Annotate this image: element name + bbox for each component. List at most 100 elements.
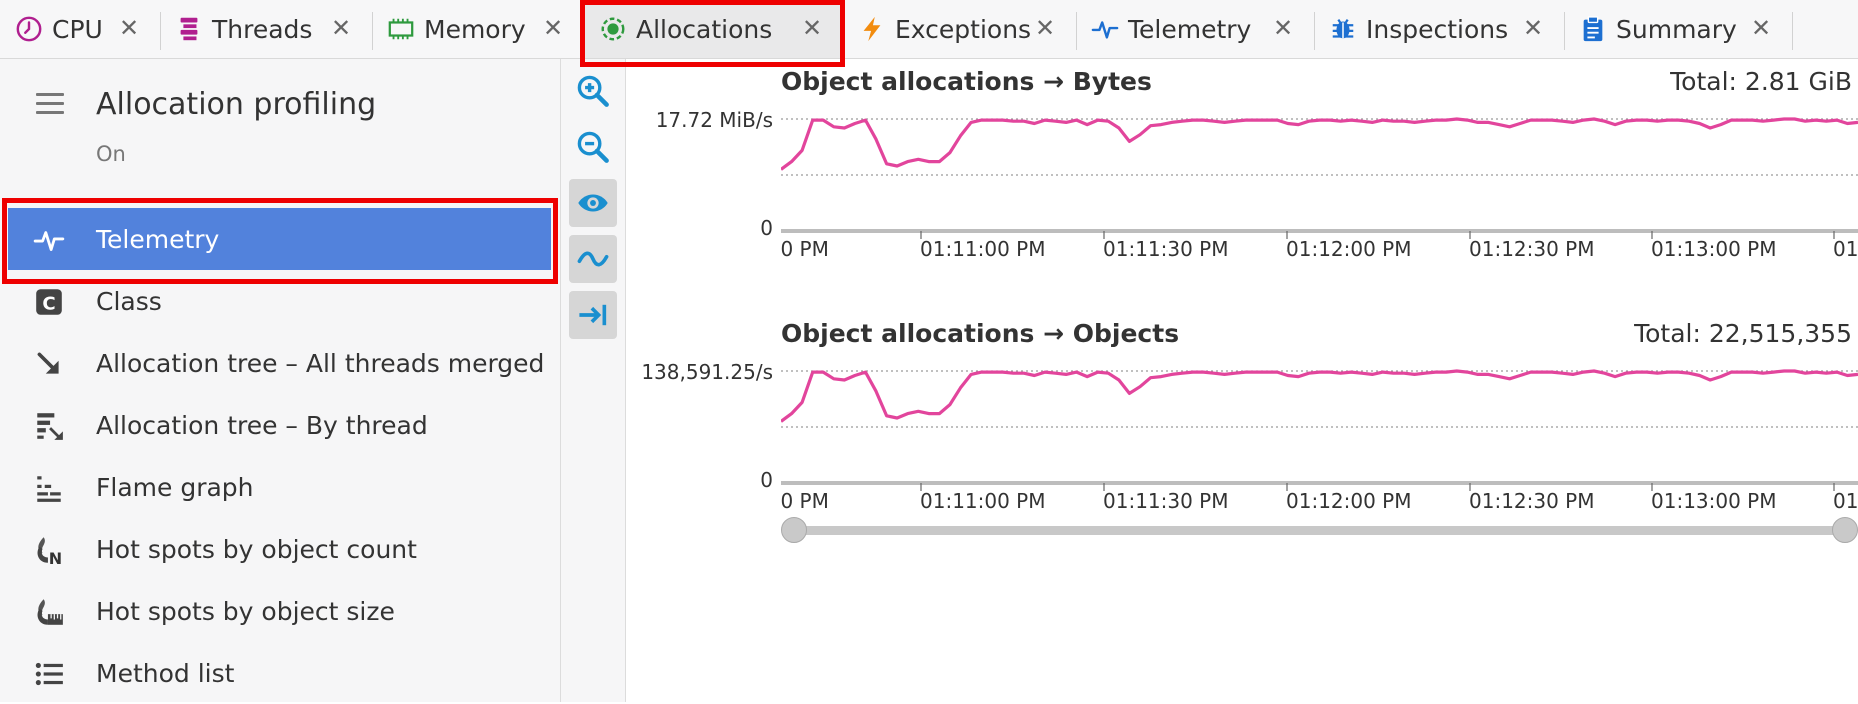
y-axis-zero-label: 0 <box>760 216 773 240</box>
x-tick-label: 01:11:30 PM <box>1103 237 1229 261</box>
line-chart[interactable] <box>781 361 1858 501</box>
sidebar-item-label: Hot spots by object size <box>96 596 395 626</box>
x-tick-label: 01:12:30 PM <box>1469 489 1595 513</box>
view-sidebar: Allocation profiling On Telemetry C Class A… <box>0 59 561 702</box>
hotspot-size-icon <box>32 595 66 629</box>
chart-title: Object allocations → Bytes <box>781 67 1152 96</box>
tab-separator <box>1076 12 1077 50</box>
tab-label: Summary <box>1616 14 1737 44</box>
sidebar-item-hot-spots-by-object-count[interactable]: N Hot spots by object count <box>8 518 551 580</box>
y-axis-max-label: 17.72 MiB/s <box>655 108 773 132</box>
sidebar-item-label: Telemetry <box>96 224 220 254</box>
wave-icon <box>576 242 610 276</box>
telemetry-chart-area: Object allocations → Bytes Total: 2.81 Gi… <box>626 59 1858 702</box>
tab-cpu[interactable]: CPU ✕ <box>0 0 160 58</box>
thread-tree-icon <box>32 409 66 443</box>
tab-threads[interactable]: Threads ✕ <box>160 0 372 58</box>
sidebar-item-label: Method list <box>96 658 235 688</box>
close-icon[interactable]: ✕ <box>1034 14 1056 42</box>
line-chart[interactable] <box>781 109 1858 249</box>
panel-status: On <box>96 142 126 166</box>
zoom-in-button[interactable] <box>569 67 617 115</box>
tab-label: Allocations <box>636 14 773 44</box>
sidebar-item-allocation-tree-all-threads-merged[interactable]: Allocation tree – All threads merged <box>8 332 551 394</box>
memory-chip-icon <box>386 14 416 44</box>
tab-separator <box>372 12 373 50</box>
clock-icon <box>14 14 44 44</box>
svg-text:N: N <box>49 549 62 566</box>
x-axis-labels: :30 PM 01:11:00 PM 01:11:30 PM 01:12:00 PM 0… <box>781 489 1858 519</box>
tab-exceptions[interactable]: Exceptions ✕ <box>843 0 1076 58</box>
x-tick-label: 01:11:00 PM <box>920 489 1046 513</box>
range-end-handle[interactable] <box>1832 517 1858 543</box>
tab-inspections[interactable]: Inspections ✕ <box>1314 0 1564 58</box>
eye-button[interactable] <box>569 179 617 227</box>
threads-icon <box>174 14 204 44</box>
range-start-handle[interactable] <box>781 517 807 543</box>
close-icon[interactable]: ✕ <box>330 14 352 42</box>
flame-graph-icon <box>32 471 66 505</box>
sidebar-item-flame-graph[interactable]: Flame graph <box>8 456 551 518</box>
pulse-icon <box>32 223 66 257</box>
x-tick-label: 01:12:00 PM <box>1286 489 1412 513</box>
chart-total: Total: 2.81 GiB <box>1670 67 1852 96</box>
sidebar-item-label: Allocation tree – All threads merged <box>96 348 545 378</box>
clipboard-icon <box>1578 14 1608 44</box>
hamburger-menu-icon[interactable] <box>36 93 64 115</box>
sidebar-item-class[interactable]: C Class <box>8 270 551 332</box>
tab-summary[interactable]: Summary ✕ <box>1564 0 1792 58</box>
list-icon <box>32 657 66 691</box>
range-track[interactable] <box>791 526 1848 535</box>
chart-title: Object allocations → Objects <box>781 319 1180 348</box>
tab-allocations[interactable]: Allocations ✕ <box>584 0 843 58</box>
tab-label: Memory <box>424 14 526 44</box>
zoom-out-button[interactable] <box>569 123 617 171</box>
sidebar-item-telemetry[interactable]: Telemetry <box>8 208 551 270</box>
sidebar-item-allocation-tree-by-thread[interactable]: Allocation tree – By thread <box>8 394 551 456</box>
panel-title: Allocation profiling <box>96 87 377 122</box>
x-tick-label: 01:12:00 PM <box>1286 237 1412 261</box>
tab-separator <box>1792 12 1793 50</box>
close-icon[interactable]: ✕ <box>1272 14 1294 42</box>
tab-separator <box>1564 12 1565 50</box>
tab-memory[interactable]: Memory ✕ <box>372 0 584 58</box>
allocations-icon <box>598 14 628 44</box>
scroll-to-end-button[interactable] <box>569 291 617 339</box>
x-tick-label: 01:11:30 PM <box>1103 489 1229 513</box>
sidebar-item-method-list[interactable]: Method list <box>8 642 551 704</box>
scroll-to-end-icon <box>576 298 610 332</box>
tab-label: Threads <box>212 14 313 44</box>
tab-separator <box>160 12 161 50</box>
x-tick-label: 01:12:30 PM <box>1469 237 1595 261</box>
time-range-slider[interactable] <box>781 516 1858 544</box>
sidebar-item-label: Hot spots by object count <box>96 534 417 564</box>
lightning-icon <box>857 14 887 44</box>
x-tick-label: :30 PM <box>781 489 829 513</box>
hotspot-count-icon: N <box>32 533 66 567</box>
bug-icon <box>1328 14 1358 44</box>
x-tick-label: 01:11:00 PM <box>920 237 1046 261</box>
chart-toolbar <box>561 59 626 702</box>
close-icon[interactable]: ✕ <box>1750 14 1772 42</box>
close-icon[interactable]: ✕ <box>542 14 564 42</box>
close-icon[interactable]: ✕ <box>118 14 140 42</box>
x-tick-label: 01:13:00 PM <box>1651 489 1777 513</box>
eye-icon <box>576 186 610 220</box>
x-axis-labels: :30 PM 01:11:00 PM 01:11:30 PM 01:12:00 PM 0… <box>781 237 1858 267</box>
sidebar-item-hot-spots-by-object-size[interactable]: Hot spots by object size <box>8 580 551 642</box>
tab-label: CPU <box>52 14 103 44</box>
tab-label: Telemetry <box>1128 14 1252 44</box>
arrow-down-right-icon <box>32 347 66 381</box>
pulse-icon <box>1090 14 1120 44</box>
svg-text:C: C <box>42 293 55 314</box>
close-icon[interactable]: ✕ <box>801 14 823 42</box>
x-tick-label: 01: <box>1833 237 1858 261</box>
wave-button[interactable] <box>569 235 617 283</box>
close-icon[interactable]: ✕ <box>1522 14 1544 42</box>
tab-label: Inspections <box>1366 14 1509 44</box>
tab-telemetry[interactable]: Telemetry ✕ <box>1076 0 1314 58</box>
zoom-out-icon <box>576 130 610 164</box>
tab-bar: CPU ✕ Threads ✕ Memory ✕ Allocations ✕ Exception… <box>0 0 1858 59</box>
x-tick-label: 01: <box>1833 489 1858 513</box>
zoom-in-icon <box>576 74 610 108</box>
